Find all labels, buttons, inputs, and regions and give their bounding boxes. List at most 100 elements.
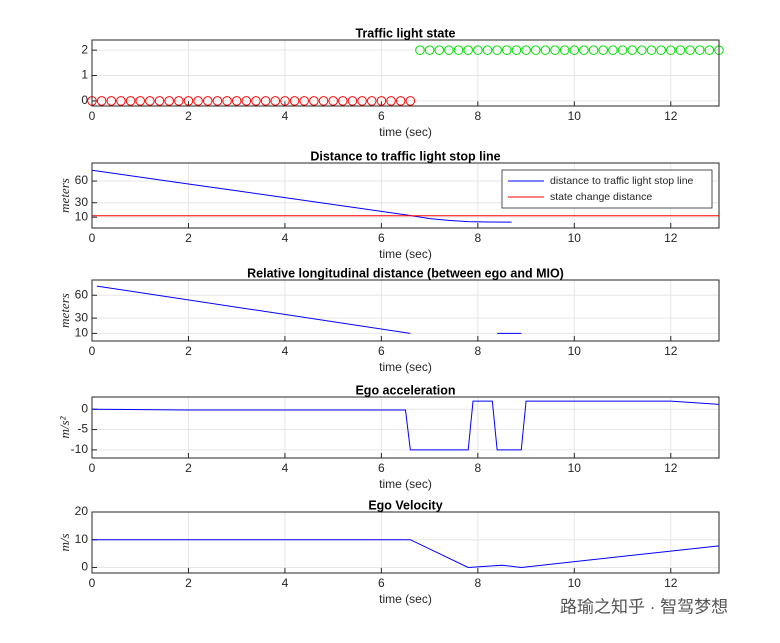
marker — [646, 45, 657, 55]
plot-area — [92, 280, 719, 341]
marker — [231, 96, 242, 106]
marker — [193, 96, 203, 106]
marker — [598, 45, 609, 55]
marker — [444, 45, 454, 55]
x-tick-label: 0 — [89, 344, 96, 358]
y-axis-label: m/s — [57, 533, 72, 551]
x-tick-label: 8 — [475, 109, 482, 123]
marker — [608, 45, 618, 55]
plot-area — [92, 397, 719, 458]
x-tick-label: 2 — [185, 231, 192, 245]
marker — [550, 45, 560, 55]
y-tick-label: 30 — [75, 310, 89, 324]
marker — [202, 96, 213, 106]
axes-box — [91, 39, 720, 107]
marker — [260, 96, 271, 106]
marker — [453, 45, 464, 55]
marker — [569, 45, 580, 55]
legend-label: state change distance — [550, 191, 652, 203]
x-tick-label: 6 — [378, 231, 385, 245]
marker — [463, 45, 474, 55]
y-tick-label: -10 — [71, 442, 89, 456]
marker — [289, 96, 300, 106]
x-tick-label: 10 — [568, 109, 582, 123]
marker — [482, 45, 493, 55]
x-tick-label: 8 — [475, 461, 482, 475]
marker — [540, 45, 551, 55]
marker — [116, 96, 126, 106]
chart-title: Ego acceleration — [355, 383, 455, 397]
x-tick-label: 12 — [664, 231, 678, 245]
chart-title: Distance to traffic light stop line — [310, 149, 500, 163]
x-tick-label: 6 — [378, 576, 385, 590]
marker — [299, 96, 310, 106]
marker — [588, 45, 599, 55]
marker — [183, 96, 194, 106]
marker — [135, 96, 146, 106]
marker — [270, 96, 281, 106]
marker — [405, 96, 416, 106]
x-axis-label: time (sec) — [379, 360, 432, 374]
y-tick-label: 30 — [75, 195, 89, 209]
x-tick-label: 2 — [185, 461, 192, 475]
x-tick-label: 2 — [185, 109, 192, 123]
x-tick-label: 8 — [475, 231, 482, 245]
marker — [704, 45, 715, 55]
plot-area — [92, 512, 719, 573]
line — [92, 539, 720, 568]
marker — [395, 96, 406, 106]
marker — [685, 45, 695, 55]
chart-title: Ego Velocity — [368, 498, 442, 512]
x-tick-label: 4 — [282, 344, 289, 358]
marker — [434, 45, 445, 55]
x-tick-label: 6 — [378, 344, 385, 358]
x-tick-label: 12 — [664, 344, 678, 358]
y-tick-label: 10 — [75, 326, 89, 340]
marker — [530, 45, 541, 55]
x-tick-label: 10 — [568, 461, 582, 475]
x-tick-label: 0 — [89, 231, 96, 245]
y-tick-label: 10 — [75, 209, 89, 223]
y-tick-label: 2 — [81, 42, 88, 56]
marker — [212, 96, 223, 106]
y-tick-label: 60 — [75, 287, 89, 301]
subplot: 0 2 4 6 8 10 12 10 30 60 Relative longitudinal dis… — [57, 266, 720, 374]
x-tick-label: 2 — [185, 576, 192, 590]
chart-title: Relative longitudinal distance (between … — [247, 266, 564, 280]
marker — [579, 45, 589, 55]
x-tick-label: 0 — [89, 109, 96, 123]
line — [91, 400, 720, 451]
subplot: 0 2 4 6 8 10 12 0 10 20 Ego Velocity time (sec) m/s — [57, 498, 720, 606]
axes-box — [91, 511, 720, 574]
marker — [376, 96, 387, 106]
marker — [415, 45, 425, 55]
y-tick-label: 0 — [81, 560, 88, 574]
y-axis-label: meters — [57, 293, 72, 328]
marker — [492, 45, 502, 55]
marker — [656, 45, 666, 55]
marker — [511, 45, 522, 55]
marker — [164, 96, 174, 106]
x-tick-label: 8 — [475, 344, 482, 358]
x-axis-label: time (sec) — [379, 125, 432, 139]
plot-area — [92, 40, 719, 106]
x-axis-label: time (sec) — [379, 592, 432, 606]
x-tick-label: 10 — [568, 344, 582, 358]
y-tick-label: -5 — [77, 422, 88, 436]
marker — [145, 96, 155, 106]
marker — [309, 96, 319, 106]
axes-box — [91, 396, 720, 459]
marker — [617, 45, 628, 55]
marker — [338, 96, 348, 106]
x-tick-label: 0 — [89, 461, 96, 475]
x-tick-label: 10 — [568, 576, 582, 590]
x-tick-label: 4 — [282, 231, 289, 245]
marker — [174, 96, 184, 106]
x-tick-label: 4 — [282, 576, 289, 590]
marker — [521, 45, 531, 55]
y-tick-label: 60 — [75, 173, 89, 187]
y-tick-label: 1 — [81, 68, 88, 82]
